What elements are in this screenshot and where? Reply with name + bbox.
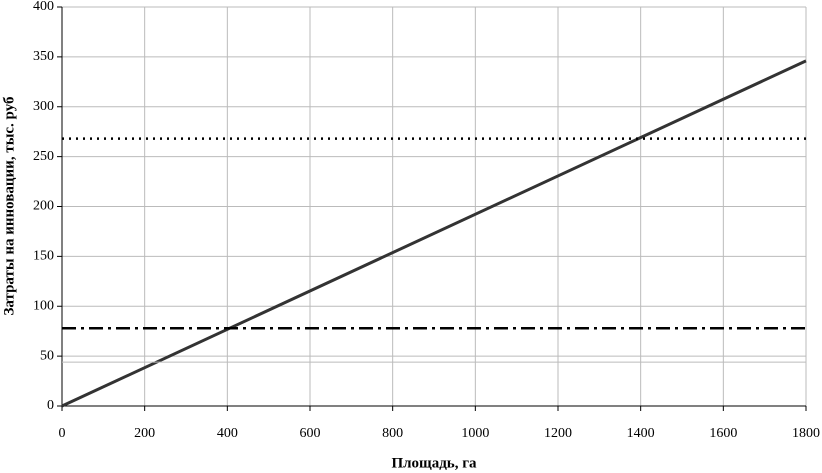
y-tick-label: 350 bbox=[33, 49, 54, 64]
x-tick-label: 200 bbox=[134, 426, 155, 441]
x-tick-label: 0 bbox=[59, 426, 66, 441]
y-axis-title: Затраты на инновации, тыс. руб bbox=[1, 96, 17, 315]
x-tick-label: 1000 bbox=[461, 426, 489, 441]
x-tick-label: 600 bbox=[300, 426, 321, 441]
x-tick-label: 1400 bbox=[627, 426, 655, 441]
x-tick-label: 1600 bbox=[709, 426, 737, 441]
x-tick-label: 800 bbox=[382, 426, 403, 441]
x-tick-label: 1800 bbox=[792, 426, 820, 441]
y-tick-label: 400 bbox=[33, 0, 54, 14]
x-axis-title: Площадь, га bbox=[391, 455, 477, 471]
y-tick-label: 0 bbox=[47, 398, 54, 413]
y-tick-label: 250 bbox=[33, 149, 54, 164]
y-tick-label: 50 bbox=[40, 348, 54, 363]
y-tick-label: 150 bbox=[33, 249, 54, 264]
x-tick-label: 1200 bbox=[544, 426, 572, 441]
y-tick-label: 100 bbox=[33, 298, 54, 313]
x-tick-label: 400 bbox=[217, 426, 238, 441]
series-line bbox=[61, 59, 807, 408]
y-tick-label: 200 bbox=[33, 199, 54, 214]
y-tick-label: 300 bbox=[33, 99, 54, 114]
